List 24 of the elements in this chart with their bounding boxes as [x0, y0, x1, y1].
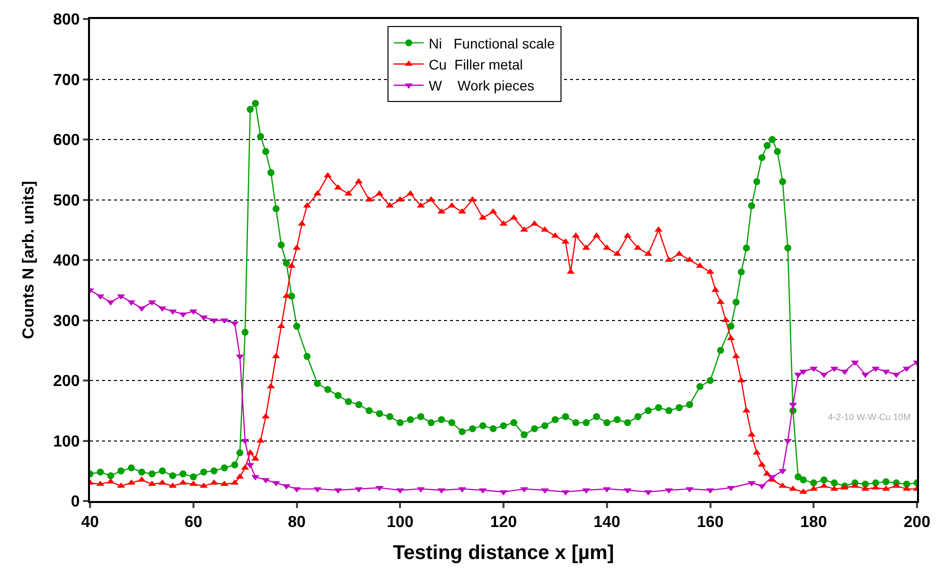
- legend-label: Cu Filler metal: [428, 56, 523, 72]
- x-tick-label: 200: [904, 514, 930, 532]
- y-tick-label: 0: [70, 494, 80, 511]
- y-axis-title: Counts N [arb. units]: [20, 180, 38, 340]
- y-tick-label: 300: [53, 312, 80, 330]
- x-tick-label: 60: [184, 514, 202, 532]
- y-tick-label: 800: [53, 12, 80, 29]
- y-tick-label: 100: [53, 433, 80, 450]
- x-tick-label: 80: [288, 514, 306, 532]
- legend-label: W Work pieces: [428, 78, 534, 94]
- x-tick-label: 180: [800, 514, 828, 532]
- y-tick-label: 600: [53, 132, 80, 150]
- x-tick-label: 100: [386, 514, 414, 532]
- y-tick-label: 700: [53, 72, 80, 89]
- legend-label: Ni Functional scale: [428, 35, 555, 52]
- y-tick-label: 400: [53, 252, 80, 270]
- annotation: 4-2-10 W-W-Cu 10M: [828, 412, 911, 422]
- x-tick-label: 160: [696, 514, 724, 532]
- x-axis-title: Testing distance x [µm]: [392, 542, 614, 564]
- x-tick-label: 40: [81, 514, 99, 532]
- y-tick-label: 200: [53, 373, 80, 390]
- x-tick-label: 140: [594, 514, 620, 532]
- y-tick-label: 500: [53, 192, 80, 210]
- x-tick-label: 120: [490, 514, 517, 532]
